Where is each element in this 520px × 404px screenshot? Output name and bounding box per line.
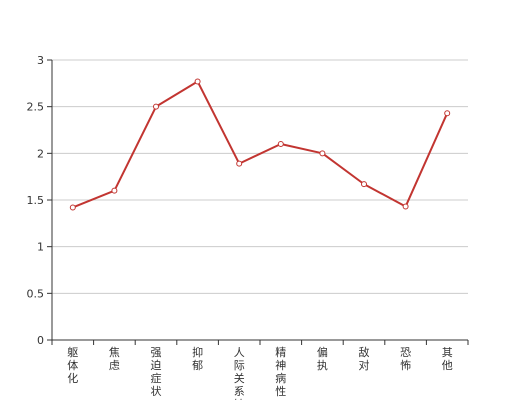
x-tick-label: 精神病性 [275, 346, 286, 398]
x-tick-label: 强迫症状 [151, 346, 162, 398]
y-tick-label: 0 [37, 334, 44, 347]
data-point[interactable] [153, 103, 159, 110]
y-tick-label: 2.5 [27, 101, 45, 114]
x-tick-label: 其他 [442, 346, 453, 372]
y-tick-label: 0.5 [27, 287, 45, 300]
y-tick-label: 2 [37, 147, 44, 160]
x-tick-label: 偏执 [317, 345, 328, 372]
y-tick-label: 1 [37, 241, 44, 254]
data-point[interactable] [444, 110, 451, 117]
data-point[interactable] [194, 78, 201, 85]
x-tick-label: 敌对 [359, 345, 370, 372]
data-point[interactable] [111, 187, 118, 194]
data-point[interactable] [361, 181, 367, 188]
x-tick-label: 躯体化 [67, 346, 78, 385]
y-tick-label: 1.5 [27, 194, 45, 207]
data-point[interactable] [402, 203, 409, 210]
data-point[interactable] [69, 204, 76, 211]
x-tick-label: 焦虑 [109, 346, 120, 372]
series-line [72, 80, 449, 209]
x-tick-label: 人际关系敏感 [234, 346, 245, 400]
y-tick-label: 3 [37, 54, 44, 67]
data-point[interactable] [277, 141, 284, 147]
x-tick-label: 抑郁 [192, 345, 203, 372]
data-point[interactable] [236, 160, 243, 167]
data-point[interactable] [319, 150, 326, 157]
x-tick-label: 恐怖 [400, 346, 411, 372]
